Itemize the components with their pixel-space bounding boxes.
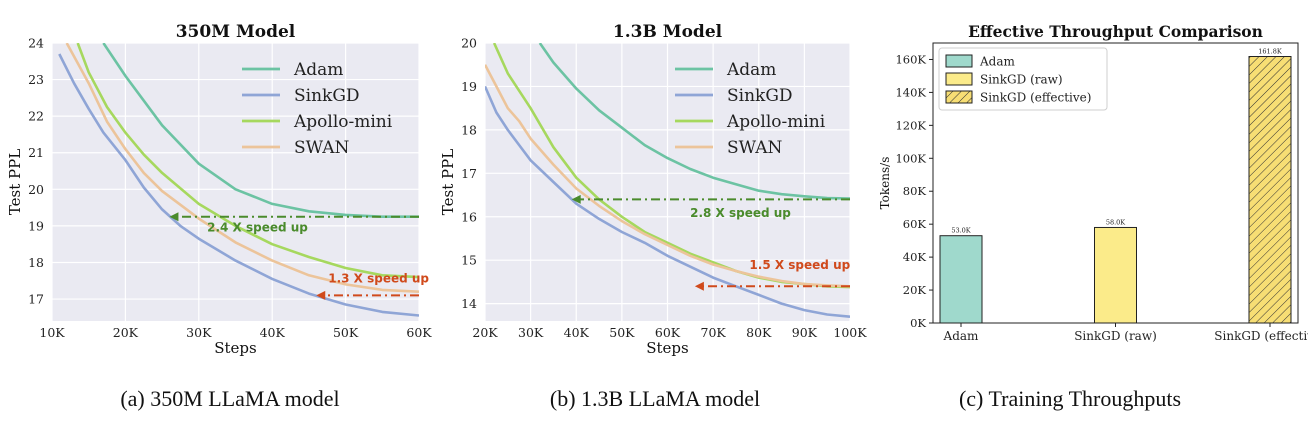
series-line-0 — [102, 43, 419, 218]
series-group — [58, 43, 419, 317]
legend-label-2: SinkGD (effective) — [980, 91, 1091, 105]
series-group — [485, 43, 850, 318]
annotation-arrowhead-0 — [169, 212, 179, 222]
x-tick-label: 20K — [472, 325, 498, 340]
legend-label-2: Apollo-mini — [726, 112, 826, 132]
annotation-label-0: 2.8 X speed up — [690, 206, 791, 220]
legend-label-3: SWAN — [294, 138, 350, 158]
y-tick-label: 20 — [461, 36, 477, 51]
y-tick-label: 15 — [461, 253, 477, 268]
series-line-1 — [58, 53, 419, 317]
legend-label-2: Apollo-mini — [293, 112, 393, 132]
caption-a: (a) 350M LLaMA model — [120, 386, 340, 411]
x-tick-label: 70K — [701, 325, 727, 340]
annotation-arrowhead-0 — [571, 194, 581, 204]
chart-350m: 2.4 X speed up 1.3 X speed up 10K 20K 30K 40K… — [6, 22, 432, 357]
x-tick-label: 30K — [518, 325, 544, 340]
legend-label-0: Adam — [726, 60, 776, 80]
y-tick-label: 16 — [461, 209, 477, 224]
y-tick-label: 19 — [28, 218, 44, 233]
chart-throughput: 0K 20K 40K 60K 80K 100K 120K 140K 160K 53.0K Adam 5… — [878, 22, 1308, 343]
y-tick-label: 17 — [461, 166, 477, 181]
x-axis-label: Steps — [214, 339, 256, 357]
y-axis-label: Test PPL — [6, 149, 24, 215]
bar-1 — [1094, 226, 1137, 324]
legend-box — [938, 47, 1108, 111]
x-tick-label: 40K — [260, 325, 286, 340]
annotation-label-0: 2.4 X speed up — [207, 220, 308, 234]
x-tick-label-1: SinkGD (raw) — [1074, 329, 1157, 343]
y-tick-label: 120K — [895, 118, 926, 132]
series-line-1 — [485, 85, 850, 318]
chart-title: 1.3B Model — [613, 22, 723, 42]
legend-label-1: SinkGD — [294, 86, 360, 106]
x-tick-label: 30K — [186, 325, 212, 340]
x-tick-label: 100K — [833, 325, 867, 340]
y-tick-label: 24 — [28, 36, 44, 51]
y-tick-label: 160K — [895, 52, 926, 66]
y-tick-label: 140K — [895, 85, 926, 99]
chart-title: Effective Throughput Comparison — [968, 22, 1263, 41]
x-tick-label: 40K — [564, 325, 590, 340]
legend-label-0: Adam — [293, 60, 343, 80]
y-axis-label: Tokens/s — [878, 157, 892, 210]
y-tick-label: 18 — [28, 255, 44, 270]
y-tick-label: 21 — [28, 145, 44, 160]
y-tick-label: 20K — [903, 283, 927, 297]
x-tick-label: 10K — [39, 325, 65, 340]
bar-2 — [1248, 56, 1292, 324]
x-tick-label: 60K — [406, 325, 432, 340]
x-tick-label: 60K — [655, 325, 681, 340]
y-tick-label: 40K — [903, 250, 927, 264]
legend-swatch-2 — [945, 90, 973, 104]
bar-value-label-0: 53.0K — [951, 227, 970, 235]
series-line-0 — [538, 43, 850, 200]
chart-title: 350M Model — [176, 22, 296, 42]
series-line-3 — [485, 64, 850, 288]
plot-area — [52, 43, 419, 321]
y-tick-label: 19 — [461, 79, 477, 94]
y-tick-label: 22 — [28, 109, 44, 124]
y-tick-label: 0K — [910, 316, 926, 330]
caption-b: (b) 1.3B LLaMA model — [549, 386, 761, 411]
caption-c: (c) Training Throughputs — [958, 386, 1182, 411]
legend-label-3: SWAN — [727, 138, 783, 158]
y-tick-label: 17 — [28, 292, 44, 307]
bar-value-label-1: 58.0K — [1106, 218, 1125, 226]
series-line-2 — [76, 43, 419, 279]
x-tick-label: 50K — [333, 325, 359, 340]
legend-swatch-1 — [945, 72, 973, 86]
annotation-label-1: 1.5 X speed up — [749, 258, 850, 272]
annotation-arrowhead-1 — [694, 281, 704, 291]
legend-label-0: Adam — [979, 55, 1016, 69]
y-tick-label: 23 — [28, 72, 44, 87]
annotation-label-1: 1.3 X speed up — [328, 272, 429, 286]
y-tick-label: 14 — [461, 296, 477, 311]
x-axis-label: Steps — [646, 339, 688, 357]
legend-label-1: SinkGD (raw) — [980, 73, 1063, 87]
y-axis-label: Test PPL — [439, 149, 457, 215]
y-tick-label: 100K — [895, 151, 926, 165]
y-tick-label: 20 — [28, 182, 44, 197]
y-tick-label: 60K — [903, 217, 927, 231]
bar-0 — [939, 235, 983, 324]
legend-label-1: SinkGD — [727, 86, 793, 106]
x-tick-label: 20K — [113, 325, 139, 340]
annotation-arrowhead-1 — [316, 290, 326, 300]
x-tick-label: 50K — [609, 325, 635, 340]
x-tick-label-0: Adam — [943, 329, 980, 343]
x-tick-label: 80K — [746, 325, 772, 340]
x-tick-label: 90K — [792, 325, 818, 340]
y-tick-label: 18 — [461, 122, 477, 137]
legend-swatch-0 — [945, 54, 973, 68]
y-tick-label: 80K — [903, 184, 927, 198]
bar-value-label-2: 161.8K — [1258, 48, 1282, 56]
series-line-3 — [65, 43, 419, 293]
x-tick-label-2: SinkGD (effective) — [1214, 329, 1308, 343]
chart-1-3b: 2.8 X speed up 1.5 X speed up 20K 30K 40K 50K… — [439, 22, 867, 357]
